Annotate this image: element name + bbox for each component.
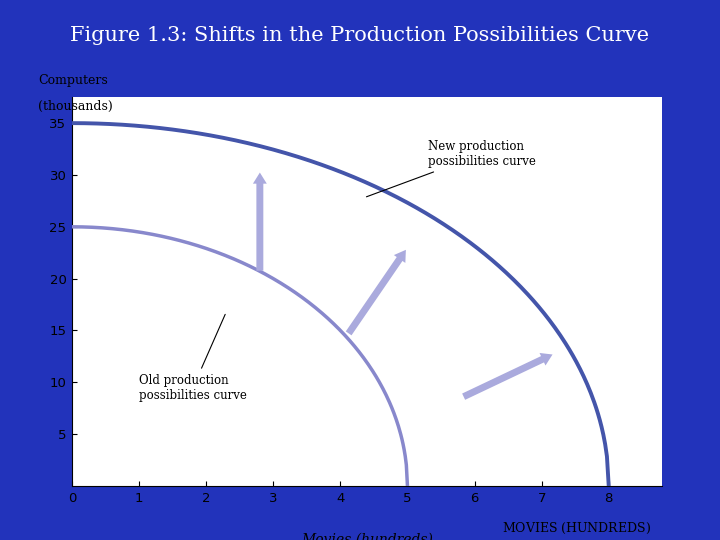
Text: New production
possibilities curve: New production possibilities curve: [366, 140, 536, 197]
Text: $\mathregular{M}$OVIES $\mathregular{(H}$UNDREDS): $\mathregular{M}$OVIES $\mathregular{(H}…: [502, 521, 651, 536]
Text: Movies (hundreds): Movies (hundreds): [301, 532, 433, 540]
Text: (thousands): (thousands): [38, 100, 113, 113]
Text: Computers: Computers: [38, 74, 108, 87]
Text: Old production
possibilities curve: Old production possibilities curve: [139, 314, 247, 402]
Text: Figure 1.3: Shifts in the Production Possibilities Curve: Figure 1.3: Shifts in the Production Pos…: [71, 25, 649, 45]
